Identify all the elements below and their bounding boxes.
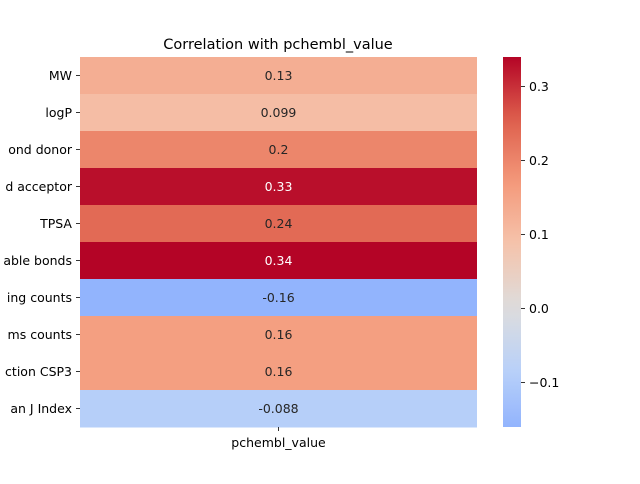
colorbar: −0.1 0.0 0.1 0.2 0.3: [503, 57, 559, 427]
colorbar-tick-label: 0.2: [529, 153, 549, 168]
y-tick-label: logP: [45, 105, 72, 120]
heatmap-cell: [80, 242, 477, 280]
heatmap-cell: [80, 316, 477, 354]
y-tick-label: ms counts: [8, 327, 72, 342]
cell-value-label: 0.2: [269, 142, 289, 157]
cell-value-label: 0.16: [265, 364, 293, 379]
cell-value-label: -0.16: [262, 290, 294, 305]
colorbar-tick-label: −0.1: [529, 375, 559, 390]
y-tick-label: ction CSP3: [5, 364, 72, 379]
y-tick-label: d acceptor: [5, 179, 72, 194]
heatmap-cell: [80, 390, 477, 428]
heatmap-cell: [80, 205, 477, 243]
heatmap-cell: [80, 131, 477, 169]
cell-value-label: 0.24: [265, 216, 293, 231]
x-axis-ticks: pchembl_value: [231, 427, 326, 450]
chart-title: Correlation with pchembl_value: [163, 37, 393, 53]
heatmap-cell: [80, 353, 477, 391]
heatmap-value-labels: 0.13 0.099 0.2 0.33 0.24 0.34 -0.16 0.16 0.16 -0.…: [258, 68, 298, 416]
heatmap-cell: [80, 168, 477, 206]
y-tick-label: MW: [49, 68, 72, 83]
colorbar-gradient: [503, 57, 521, 427]
heatmap-cell: [80, 57, 477, 95]
colorbar-tick-label: 0.1: [529, 227, 549, 242]
cell-value-label: 0.16: [265, 327, 293, 342]
cell-value-label: 0.34: [265, 253, 293, 268]
cell-value-label: 0.13: [265, 68, 293, 83]
y-tick-label: ing counts: [7, 290, 72, 305]
cell-value-label: 0.099: [261, 105, 297, 120]
y-tick-label: TPSA: [39, 216, 72, 231]
y-tick-label: able bonds: [3, 253, 72, 268]
colorbar-tick-label: 0.0: [529, 301, 549, 316]
y-axis-ticks: MW logP ond donor d acceptor TPSA able bonds i…: [3, 68, 80, 416]
cell-value-label: -0.088: [258, 401, 298, 416]
heatmap-cells: [80, 57, 477, 428]
cell-value-label: 0.33: [265, 179, 293, 194]
heatmap-cell: [80, 94, 477, 132]
x-tick-label: pchembl_value: [231, 435, 326, 450]
y-tick-label: ond donor: [8, 142, 73, 157]
y-tick-label: an J Index: [10, 401, 72, 416]
heatmap-cell: [80, 279, 477, 317]
colorbar-tick-label: 0.3: [529, 79, 549, 94]
